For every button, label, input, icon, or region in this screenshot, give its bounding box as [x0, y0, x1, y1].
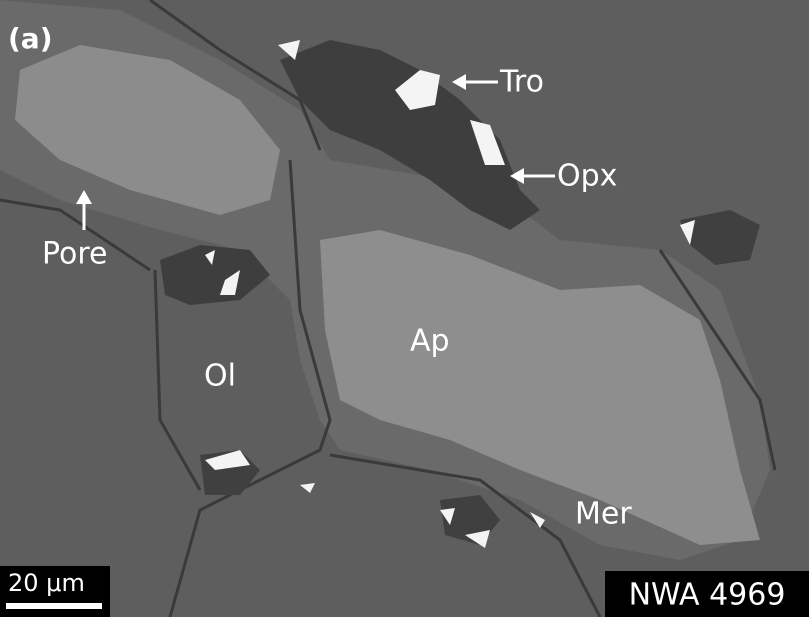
scale-bar [6, 603, 102, 609]
page: (a) Tro Opx Pore Ap Ol Mer 20 μm NWA 496… [0, 0, 809, 617]
label-ol: Ol [204, 359, 236, 394]
micrograph: (a) Tro Opx Pore Ap Ol Mer 20 μm NWA 496… [0, 0, 809, 617]
label-opx: Opx [557, 159, 617, 194]
label-tro: Tro [499, 65, 544, 100]
label-mer: Mer [575, 497, 632, 532]
sample-label: NWA 4969 [629, 578, 786, 613]
label-ap: Ap [410, 324, 450, 359]
label-pore: Pore [42, 237, 108, 272]
panel-label: (a) [8, 22, 53, 55]
scale-bar-label: 20 μm [8, 569, 85, 597]
